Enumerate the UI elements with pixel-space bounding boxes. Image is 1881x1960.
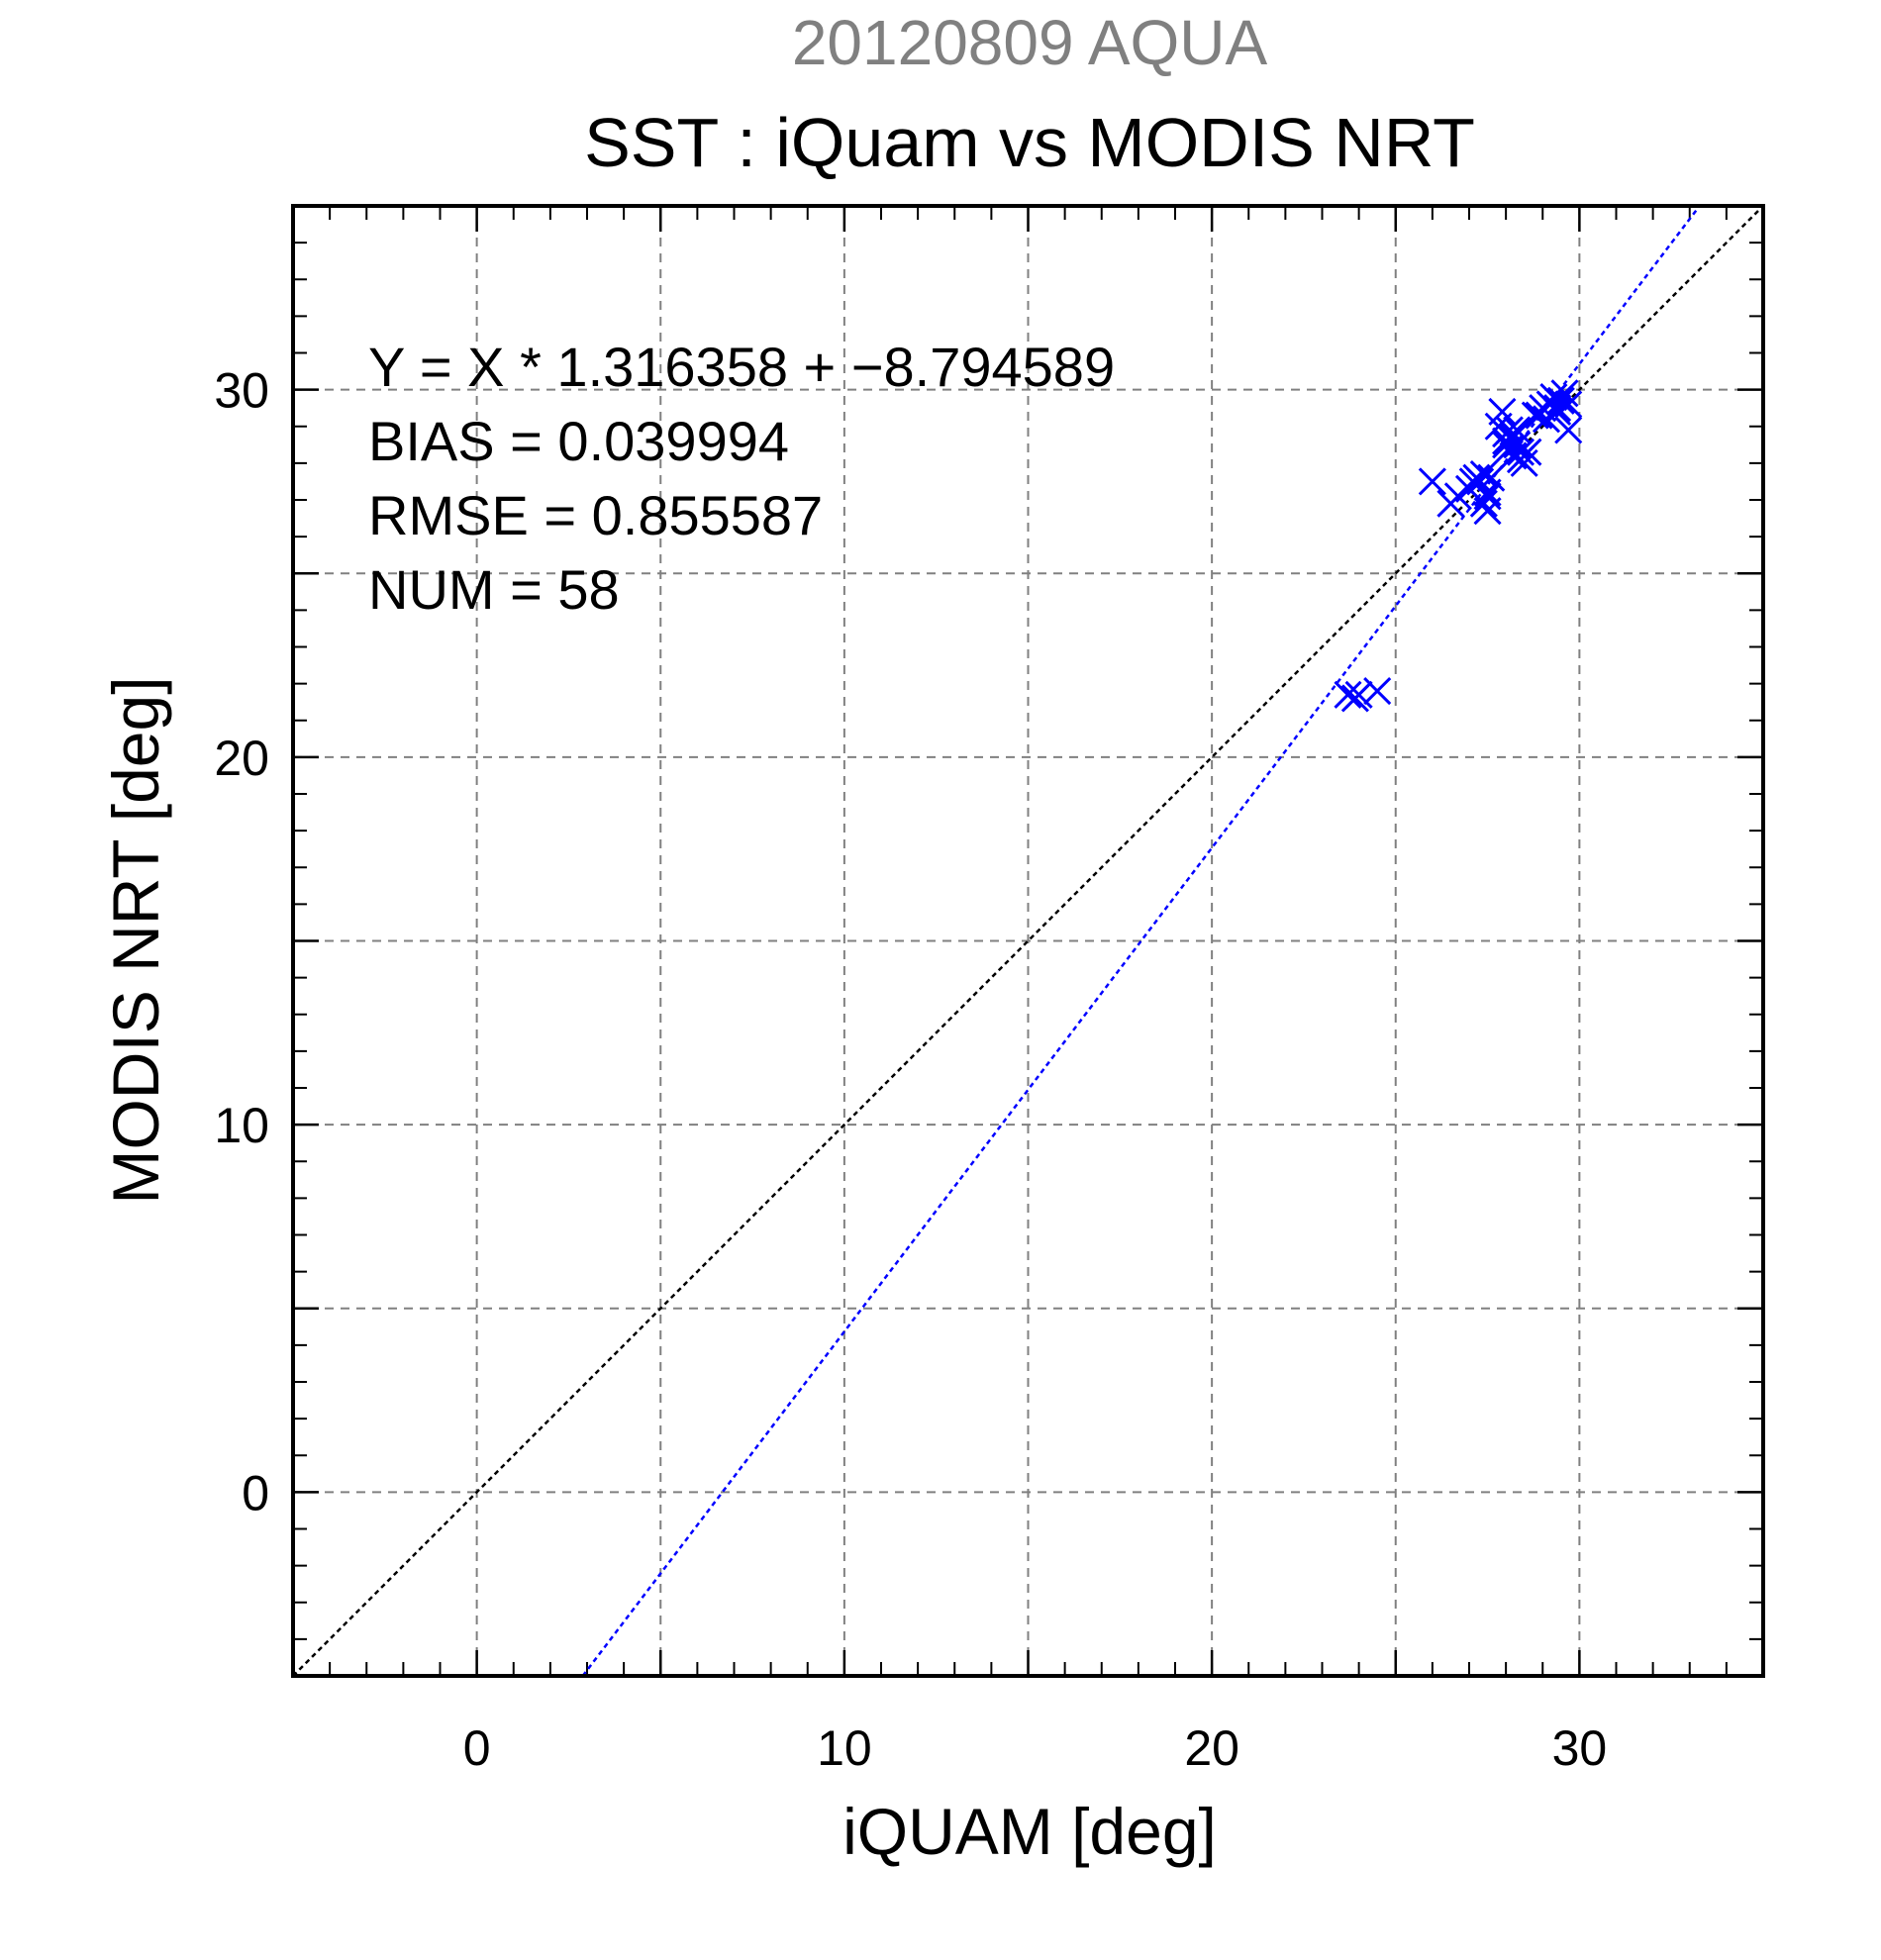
x-tick-label: 20 — [1184, 1720, 1239, 1776]
x-tick-label: 10 — [817, 1720, 872, 1776]
tick-labels: 0 10 20 30 0 10 20 30 — [214, 363, 1607, 1776]
grid-lines — [293, 206, 1763, 1676]
bias-value: BIAS = 0.039994 — [368, 410, 789, 472]
y-tick-label: 0 — [242, 1465, 269, 1520]
data-points — [1334, 379, 1583, 713]
data-point — [1543, 397, 1572, 426]
y-tick-label: 10 — [214, 1098, 269, 1153]
data-point — [1469, 489, 1498, 518]
data-point — [1550, 379, 1579, 408]
data-point — [1473, 482, 1502, 511]
sample-count: NUM = 58 — [368, 558, 620, 621]
data-point — [1554, 416, 1583, 444]
data-point — [1334, 680, 1362, 709]
data-point — [1484, 412, 1513, 441]
x-tick-label: 30 — [1552, 1720, 1608, 1776]
data-point — [1492, 431, 1521, 459]
x-tick-label: 0 — [463, 1720, 491, 1776]
data-point — [1477, 463, 1506, 492]
data-point — [1546, 386, 1575, 415]
data-point — [1525, 401, 1553, 430]
y-tick-label: 30 — [214, 363, 269, 419]
data-point — [1344, 680, 1373, 709]
data-point — [1418, 467, 1446, 496]
plot-frame — [291, 204, 1765, 1678]
chart-title: SST : iQuam vs MODIS NRT — [584, 104, 1475, 181]
y-axis-label: MODIS NRT [deg] — [99, 676, 172, 1204]
data-point — [1473, 497, 1502, 526]
data-point — [1363, 676, 1392, 706]
rmse-value: RMSE = 0.855587 — [368, 484, 823, 546]
y-tick-label: 20 — [214, 731, 269, 786]
chart-date-title: 20120809 AQUA — [792, 7, 1268, 78]
regression-line — [581, 205, 1701, 1677]
major-ticks — [293, 206, 1763, 1676]
data-point — [1503, 416, 1532, 444]
stats-block: Y = X * 1.316358 + −8.794589 BIAS = 0.03… — [368, 336, 1115, 621]
regression-equation: Y = X * 1.316358 + −8.794589 — [368, 336, 1115, 398]
minor-ticks — [293, 206, 1763, 1676]
x-axis-label: iQUAM [deg] — [842, 1795, 1217, 1868]
